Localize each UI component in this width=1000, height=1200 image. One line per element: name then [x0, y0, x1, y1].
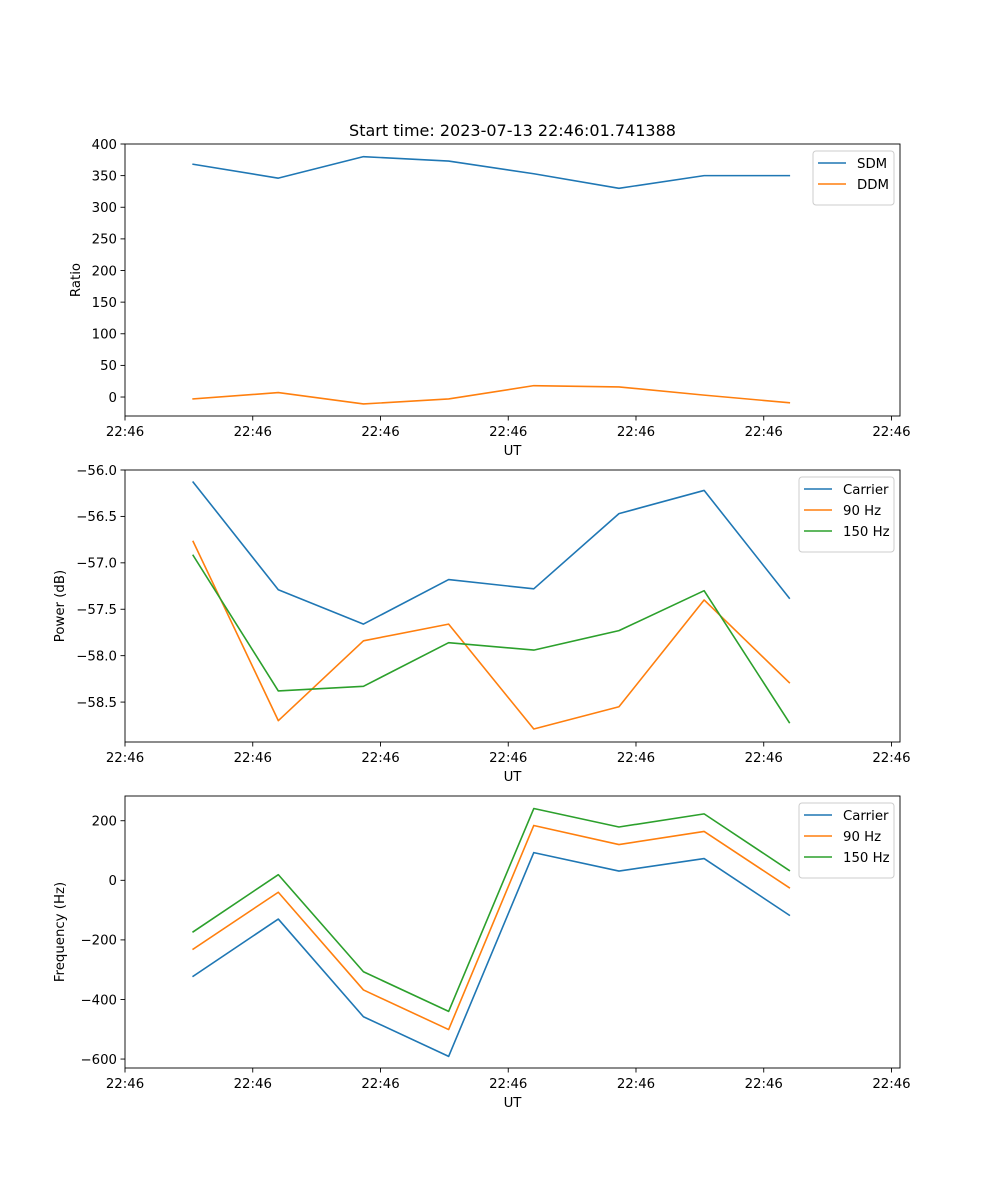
power-legend-label: Carrier: [843, 483, 889, 498]
ratio-legend: [812, 150, 895, 206]
power-series-line-150-hz: [192, 554, 791, 724]
power-x-tick-label: 22:46: [106, 751, 144, 766]
figure-title: Start time: 2023-07-13 22:46:01.741388: [349, 121, 676, 140]
frequency-x-tick-label: 22:46: [361, 1077, 399, 1092]
frequency-legend: [798, 802, 895, 879]
power-y-tick-label: −58.5: [76, 696, 117, 711]
power-series-line-90-hz: [192, 540, 791, 730]
frequency-y-tick-label: 200: [92, 815, 117, 830]
frequency-legend-label: 150 Hz: [843, 851, 890, 866]
frequency-y-axis-label: Frequency (Hz): [53, 882, 68, 982]
power-legend: [798, 476, 895, 553]
frequency-series-line-150-hz: [192, 807, 791, 1013]
ratio-x-tick-label: 22:46: [489, 425, 527, 440]
power-x-tick-label: 22:46: [234, 751, 272, 766]
power-y-tick-label: −56.0: [76, 464, 117, 479]
power-legend-label: 90 Hz: [843, 504, 881, 519]
ratio-y-tick-label: 150: [92, 296, 117, 311]
frequency-series-line-carrier: [192, 851, 791, 1058]
power-series-line-carrier: [192, 480, 791, 625]
frequency-y-tick-label: −600: [80, 1053, 117, 1068]
ratio-series-line-ddm: [192, 384, 791, 405]
power-y-tick-label: −58.0: [76, 649, 117, 664]
ratio-y-tick-label: 300: [92, 201, 117, 216]
frequency-x-axis-label: UT: [504, 1096, 523, 1111]
ratio-y-tick-label: 400: [92, 138, 117, 153]
power-x-tick-label: 22:46: [617, 751, 655, 766]
ratio-legend-label: SDM: [857, 157, 887, 172]
frequency-y-tick-label: −400: [80, 993, 117, 1008]
frequency-series-line-90-hz: [192, 824, 791, 1031]
power-panel: 22:46 22:46 22:46 22:46 22:46 22:46 22:46 −56.0…: [53, 464, 911, 785]
ratio-x-tick-label: 22:46: [872, 425, 910, 440]
frequency-panel: 22:46 22:46 22:46 22:46 22:46 22:46 22:46 −600 −…: [53, 795, 911, 1111]
power-y-axis-label: Power (dB): [53, 570, 68, 642]
power-y-tick-label: −56.5: [76, 510, 117, 525]
frequency-x-tick-label: 22:46: [489, 1077, 527, 1092]
frequency-x-tick-label: 22:46: [234, 1077, 272, 1092]
ratio-y-tick-label: 250: [92, 233, 117, 248]
ratio-x-tick-label: 22:46: [745, 425, 783, 440]
ratio-y-tick-label: 100: [92, 328, 117, 343]
power-x-axis-label: UT: [504, 770, 523, 785]
power-x-tick-label: 22:46: [361, 751, 399, 766]
frequency-legend-label: 90 Hz: [843, 830, 881, 845]
frequency-y-tick-label: −200: [80, 934, 117, 949]
frequency-x-tick-label: 22:46: [745, 1077, 783, 1092]
ratio-x-axis-label: UT: [504, 444, 523, 459]
ratio-axes-frame: [124, 143, 901, 417]
ratio-x-tick-label: 22:46: [234, 425, 272, 440]
power-x-tick-label: 22:46: [489, 751, 527, 766]
ratio-series-line-sdm: [192, 155, 791, 190]
ratio-y-axis-label: Ratio: [69, 263, 84, 297]
ratio-y-tick-label: 0: [109, 391, 117, 406]
ratio-x-tick-label: 22:46: [361, 425, 399, 440]
ratio-panel: 22:46 22:46 22:46 22:46 22:46 22:46 22:46 0 50 10…: [69, 138, 911, 459]
frequency-x-tick-label: 22:46: [106, 1077, 144, 1092]
power-x-tick-label: 22:46: [872, 751, 910, 766]
power-legend-label: 150 Hz: [843, 525, 890, 540]
power-x-tick-label: 22:46: [745, 751, 783, 766]
ratio-x-tick-label: 22:46: [617, 425, 655, 440]
frequency-x-tick-label: 22:46: [617, 1077, 655, 1092]
power-axes-frame: [124, 469, 901, 743]
frequency-axes-frame: [124, 795, 901, 1069]
ratio-x-tick-label: 22:46: [106, 425, 144, 440]
power-y-tick-label: −57.5: [76, 603, 117, 618]
ratio-y-tick-label: 350: [92, 169, 117, 184]
ratio-y-tick-label: 200: [92, 264, 117, 279]
power-y-tick-label: −57.0: [76, 557, 117, 572]
ratio-legend-label: DDM: [857, 178, 889, 193]
frequency-legend-label: Carrier: [843, 809, 889, 824]
ratio-y-tick-label: 50: [100, 359, 117, 374]
frequency-x-tick-label: 22:46: [872, 1077, 910, 1092]
frequency-y-tick-label: 0: [109, 874, 117, 889]
